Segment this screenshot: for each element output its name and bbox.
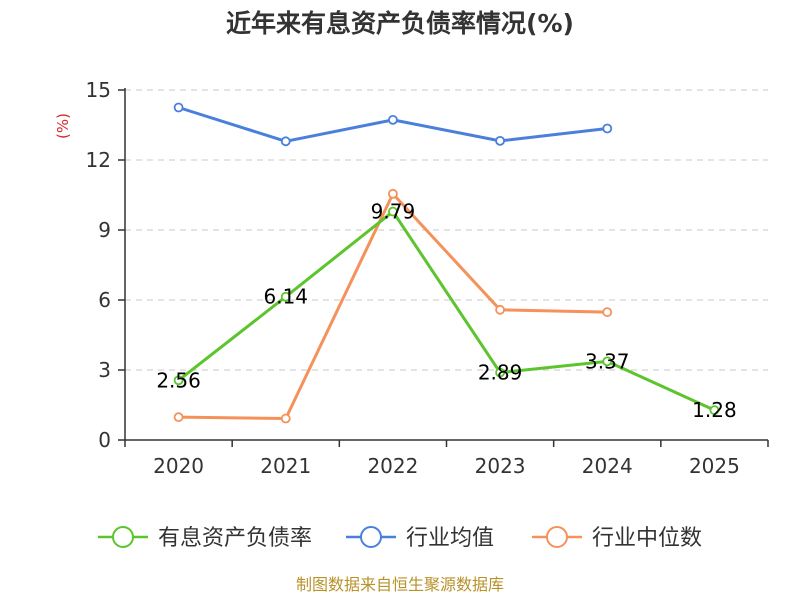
data-point bbox=[388, 114, 398, 125]
grid-lines bbox=[125, 89, 768, 371]
data-point bbox=[280, 413, 291, 424]
data-point bbox=[173, 375, 184, 386]
x-tick-label: 2021 bbox=[260, 454, 311, 478]
legend-circle-marker bbox=[360, 526, 382, 548]
legend-item[interactable]: 行业中位数 bbox=[532, 526, 702, 551]
y-tick-label: 0 bbox=[98, 428, 111, 452]
chart-title: 近年来有息资产负债率情况(%) bbox=[226, 9, 574, 38]
data-source-footer: 制图数据来自恒生聚源数据库 bbox=[296, 575, 504, 594]
data-point bbox=[280, 291, 291, 302]
y-tick-label: 15 bbox=[86, 78, 111, 102]
series-line bbox=[177, 210, 716, 412]
series-2 bbox=[173, 188, 613, 424]
data-point bbox=[280, 136, 291, 147]
data-point bbox=[495, 304, 505, 315]
y-tick-label: 9 bbox=[98, 218, 111, 242]
data-label: 6.14 bbox=[263, 285, 308, 309]
data-point bbox=[602, 356, 613, 367]
legend-label: 有息资产负债率 bbox=[158, 526, 312, 551]
data-point bbox=[173, 102, 184, 113]
data-point bbox=[173, 412, 184, 423]
y-tick-label: 3 bbox=[98, 358, 111, 382]
series-1 bbox=[173, 102, 613, 147]
data-label: 2.56 bbox=[156, 368, 201, 392]
data-point bbox=[388, 188, 398, 199]
x-tick-label: 2022 bbox=[367, 454, 418, 478]
series-line bbox=[178, 192, 608, 421]
legend-label: 行业中位数 bbox=[592, 526, 702, 551]
y-tick-label: 12 bbox=[86, 148, 111, 172]
legend-label: 行业均值 bbox=[406, 526, 494, 551]
legend-item[interactable]: 有息资产负债率 bbox=[98, 526, 312, 551]
data-label: 1.28 bbox=[692, 398, 737, 422]
data-labels: 2.56 6.14 9.79 2.89 3.37 1.28 bbox=[156, 200, 736, 423]
y-tick-label: 6 bbox=[98, 288, 111, 312]
legend: 有息资产负债率 行业均值 行业中位数 bbox=[98, 526, 702, 551]
x-tick-label: 2024 bbox=[582, 454, 633, 478]
series-lines bbox=[173, 102, 720, 424]
data-point bbox=[602, 123, 613, 134]
series-0 bbox=[173, 206, 720, 416]
legend-item[interactable]: 行业均值 bbox=[346, 526, 494, 551]
x-tick-label: 2023 bbox=[475, 454, 526, 478]
legend-circle-marker bbox=[112, 526, 134, 548]
data-point bbox=[388, 206, 398, 217]
data-point bbox=[495, 135, 505, 146]
data-label: 2.89 bbox=[478, 361, 523, 385]
x-tick-label: 2025 bbox=[689, 454, 740, 478]
axes: 0 3 6 9 12 15 2020 2021 2022 2023 2024 2025 bbox=[86, 78, 769, 478]
data-label: 9.79 bbox=[371, 200, 416, 224]
legend-circle-marker bbox=[546, 526, 568, 548]
x-tick-label: 2020 bbox=[153, 454, 204, 478]
y-axis-unit-label: (%) bbox=[54, 113, 72, 139]
data-point bbox=[709, 405, 720, 416]
data-label: 3.37 bbox=[585, 349, 630, 373]
data-point bbox=[602, 307, 613, 318]
data-point bbox=[495, 367, 505, 378]
